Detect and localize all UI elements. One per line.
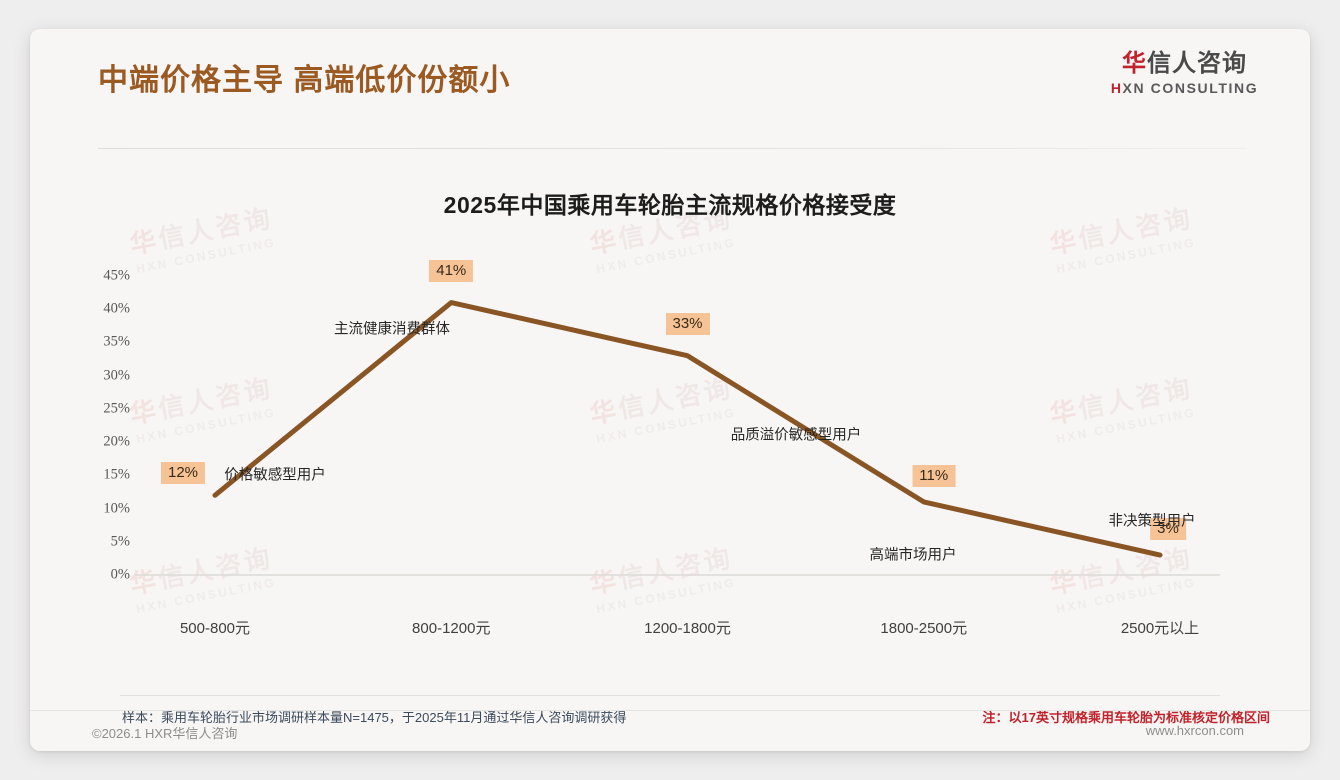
segment-annotation: 价格敏感型用户 [224,467,326,484]
segment-annotation: 非决策型用户 [1108,513,1196,530]
y-axis-labels: 45% 40% 35% 30% 25% 20% 15% 10% 5% 0% [78,265,130,583]
chart-svg [135,300,1220,576]
line-chart [30,29,1310,751]
segment-annotation: 主流健康消费群体 [334,321,450,338]
y-axis-tick-label: 35% [103,333,130,350]
logo-en-accent: H [1110,80,1123,97]
data-point-value-label: 33% [665,312,710,335]
y-axis-tick-label: 25% [103,400,130,417]
y-axis-tick-label: 30% [103,367,130,384]
sample-note: 样本：乘用车轮胎行业市场调研样本量N=1475，于2025年11月通过华信人咨询… [122,710,627,725]
data-point-value-label: 41% [429,259,474,282]
y-axis-tick-label: 15% [103,466,130,483]
data-point-value-label: 3% [1150,518,1186,541]
y-axis-tick-label: 0% [110,566,130,583]
segment-annotation: 品质溢价敏感型用户 [730,427,862,444]
y-axis-tick-label: 45% [103,267,130,284]
data-series-line [212,300,1163,558]
slide-card: 华信人咨询 HXN CONSULTING 华信人咨询 HXN CONSULTIN… [30,29,1310,751]
x-axis-tick-label: 800-1200元 [412,620,491,637]
logo-cn-accent: 华 [1122,50,1147,77]
x-axis-labels: 500-800元 800-1200元 1200-1800元 1800-2500元 250… [30,617,1310,647]
x-axis-tick-label: 500-800元 [179,620,251,637]
y-axis-tick-label: 20% [103,433,130,450]
page-title: 中端价格主导 高端低价份额小 [98,64,511,97]
remark-note: 注：以17英寸规格乘用车轮胎为标准核定价格区间 [982,710,1270,725]
segment-annotation: 高端市场用户 [869,547,957,564]
chart-title: 2025年中国乘用车轮胎主流规格价格接受度 [443,192,897,218]
footer-copyright: ©2026.1 HXR华信人咨询 [92,726,238,741]
x-axis-tick-label: 1800-2500元 [880,620,968,637]
data-point-value-label: 11% [912,464,956,487]
logo-en-rest: XN CONSULTING [1122,80,1259,97]
data-point-value-label: 12% [160,462,206,485]
company-logo: 华信人咨询 HXN CONSULTING [1097,50,1272,97]
header-divider [98,148,1246,149]
note-divider [120,695,1220,696]
footer-bar: ©2026.1 HXR华信人咨询 www.hxrcon.com [30,710,1310,751]
y-axis-tick-label: 5% [110,533,130,550]
footer-website: www.hxrcon.com [1145,723,1244,738]
y-axis-tick-label: 40% [103,300,130,317]
y-axis-tick-label: 10% [103,500,130,517]
x-axis-tick-label: 1200-1800元 [644,620,731,637]
logo-cn-rest: 信人咨询 [1147,50,1247,77]
slide-header: 中端价格主导 高端低价份额小 华信人咨询 HXN CONSULTING [30,29,1310,124]
x-axis-tick-label: 2500元以上 [1120,620,1200,637]
